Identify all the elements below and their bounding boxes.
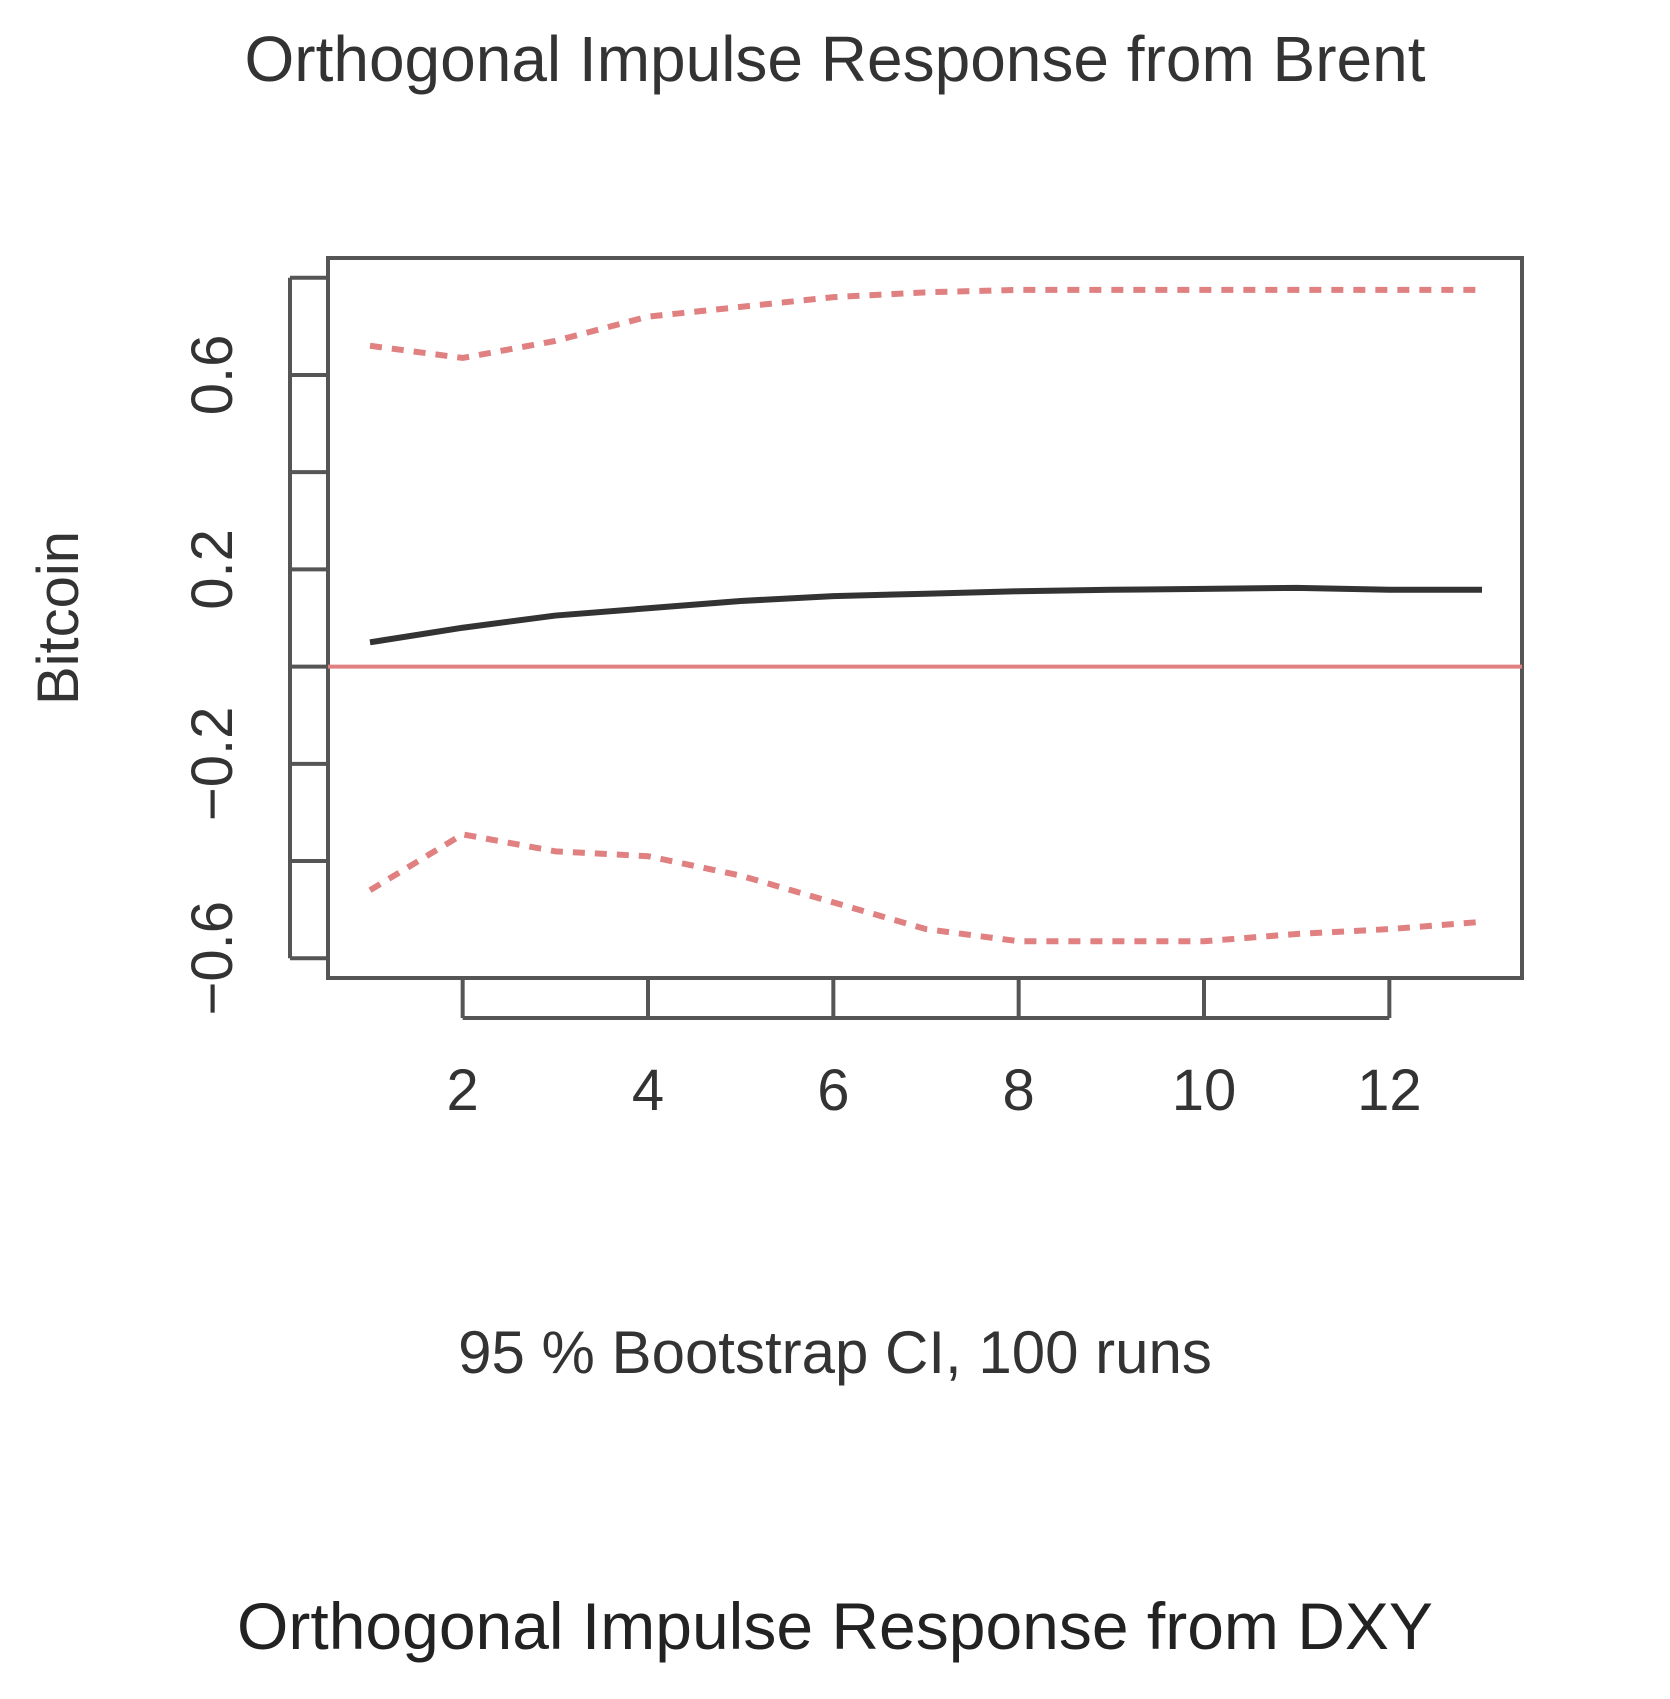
next-chart-title: Orthogonal Impulse Response from DXY — [237, 1589, 1433, 1663]
x-tick-label: 6 — [817, 1058, 849, 1123]
y-axis-label: Bitcoin — [26, 531, 91, 705]
y-tick-label: −0.2 — [180, 707, 245, 822]
series-lower-line — [368, 831, 1483, 945]
series-group — [368, 286, 1483, 945]
y-axis: −0.6 −0.2 0.2 0.6 — [180, 275, 328, 1016]
x-tick-label: 10 — [1172, 1058, 1237, 1123]
x-axis-caption: 95 % Bootstrap CI, 100 runs — [458, 1319, 1212, 1386]
x-tick-label: 4 — [632, 1058, 664, 1123]
impulse-response-chart: −0.6 −0.2 0.2 0.6 2 4 6 8 10 12 Bitcoin — [26, 256, 1524, 1123]
chart-title: Orthogonal Impulse Response from Brent — [244, 23, 1426, 95]
y-tick-label: −0.6 — [180, 901, 245, 1016]
series-response-line — [369, 584, 1482, 646]
y-tick-label: 0.2 — [180, 529, 245, 610]
x-tick-label: 2 — [447, 1058, 479, 1123]
plot-frame — [326, 256, 1524, 980]
x-axis: 2 4 6 8 10 12 — [447, 978, 1422, 1123]
x-tick-label: 12 — [1357, 1058, 1422, 1123]
y-tick-label: 0.6 — [180, 335, 245, 416]
x-tick-label: 8 — [1003, 1058, 1035, 1123]
series-upper-line — [369, 286, 1482, 361]
